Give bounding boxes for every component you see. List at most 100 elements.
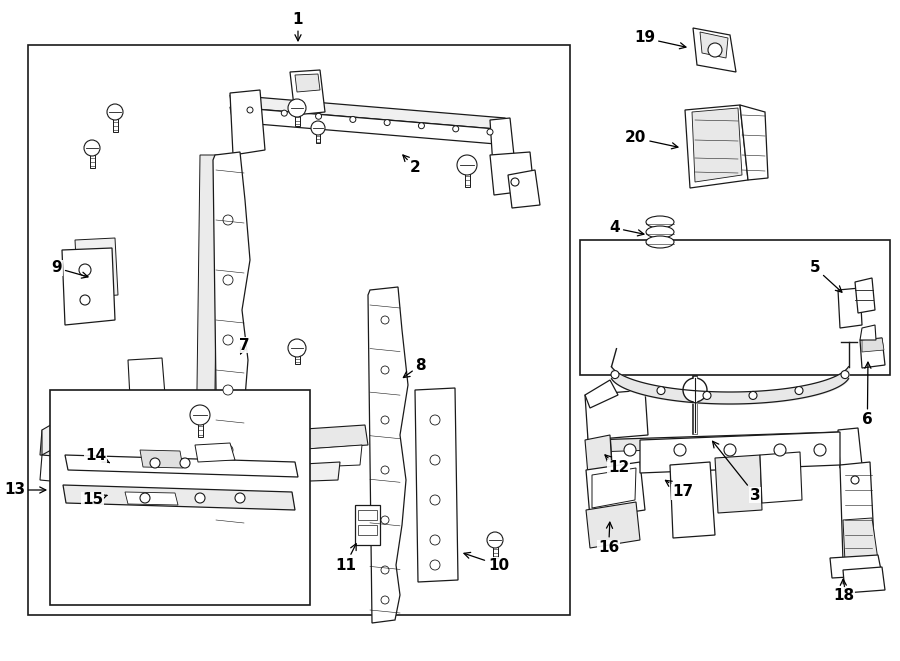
Polygon shape [40, 455, 150, 490]
Polygon shape [586, 462, 645, 518]
Text: 8: 8 [403, 358, 426, 377]
Polygon shape [715, 455, 762, 513]
Polygon shape [490, 152, 534, 195]
Circle shape [190, 405, 210, 425]
Polygon shape [230, 90, 265, 155]
Polygon shape [685, 105, 748, 188]
Circle shape [724, 444, 736, 456]
Polygon shape [594, 444, 842, 468]
Text: 7: 7 [239, 338, 250, 354]
Polygon shape [294, 108, 300, 126]
Circle shape [674, 444, 686, 456]
Circle shape [288, 99, 306, 117]
Circle shape [453, 126, 459, 132]
Polygon shape [75, 408, 135, 440]
Polygon shape [40, 430, 160, 465]
Circle shape [708, 43, 722, 57]
Polygon shape [125, 492, 178, 505]
Polygon shape [415, 388, 458, 582]
Circle shape [223, 445, 233, 455]
Polygon shape [585, 380, 618, 408]
Polygon shape [213, 152, 250, 543]
Circle shape [430, 415, 440, 425]
Circle shape [851, 476, 859, 484]
Text: 10: 10 [464, 553, 509, 572]
Circle shape [487, 129, 493, 135]
Polygon shape [195, 443, 235, 462]
Circle shape [457, 155, 477, 175]
Polygon shape [843, 567, 885, 593]
Polygon shape [580, 240, 890, 375]
Polygon shape [464, 165, 470, 187]
Circle shape [430, 495, 440, 505]
Text: 5: 5 [810, 260, 842, 292]
Text: 4: 4 [609, 221, 644, 236]
Polygon shape [740, 105, 768, 180]
Circle shape [430, 535, 440, 545]
Circle shape [381, 566, 389, 574]
Circle shape [430, 560, 440, 570]
Circle shape [107, 104, 123, 120]
Circle shape [418, 123, 425, 129]
Circle shape [381, 596, 389, 604]
Polygon shape [358, 510, 377, 520]
Polygon shape [838, 288, 862, 328]
Circle shape [223, 275, 233, 285]
Text: 1: 1 [292, 13, 303, 41]
Polygon shape [862, 338, 884, 352]
Polygon shape [290, 425, 368, 450]
Circle shape [624, 444, 636, 456]
Circle shape [311, 121, 325, 135]
Polygon shape [316, 128, 320, 143]
Circle shape [814, 444, 826, 456]
Polygon shape [760, 452, 802, 503]
Circle shape [288, 339, 306, 357]
Polygon shape [860, 338, 885, 368]
Polygon shape [197, 415, 202, 437]
Circle shape [223, 495, 233, 505]
Polygon shape [368, 287, 408, 623]
Text: 14: 14 [85, 447, 110, 463]
Circle shape [235, 493, 245, 503]
Text: 19: 19 [634, 30, 686, 49]
Polygon shape [490, 118, 515, 167]
Polygon shape [590, 432, 844, 460]
Text: 17: 17 [665, 481, 693, 500]
Polygon shape [855, 278, 875, 313]
Polygon shape [588, 432, 612, 468]
Circle shape [140, 493, 150, 503]
Circle shape [282, 110, 287, 116]
Polygon shape [65, 455, 298, 477]
Circle shape [683, 378, 707, 402]
Polygon shape [75, 238, 118, 298]
Circle shape [381, 366, 389, 374]
Circle shape [223, 385, 233, 395]
Polygon shape [492, 540, 498, 558]
Circle shape [774, 444, 786, 456]
Polygon shape [830, 555, 882, 578]
Circle shape [79, 264, 91, 276]
Polygon shape [860, 325, 876, 340]
Polygon shape [230, 107, 508, 145]
Text: 2: 2 [403, 155, 421, 176]
Text: 15: 15 [82, 492, 107, 508]
Circle shape [487, 532, 503, 548]
Circle shape [80, 295, 90, 305]
Circle shape [180, 458, 190, 468]
Circle shape [749, 391, 757, 399]
Text: 20: 20 [625, 130, 678, 149]
Polygon shape [358, 525, 377, 535]
Polygon shape [693, 28, 736, 72]
Polygon shape [290, 445, 362, 468]
Circle shape [381, 416, 389, 424]
Circle shape [795, 387, 803, 395]
Polygon shape [128, 358, 165, 398]
Ellipse shape [646, 226, 674, 238]
Polygon shape [843, 518, 878, 562]
Circle shape [223, 215, 233, 225]
Polygon shape [838, 428, 862, 468]
Polygon shape [290, 70, 325, 115]
Circle shape [316, 113, 321, 119]
Polygon shape [355, 505, 380, 545]
Polygon shape [112, 112, 118, 132]
